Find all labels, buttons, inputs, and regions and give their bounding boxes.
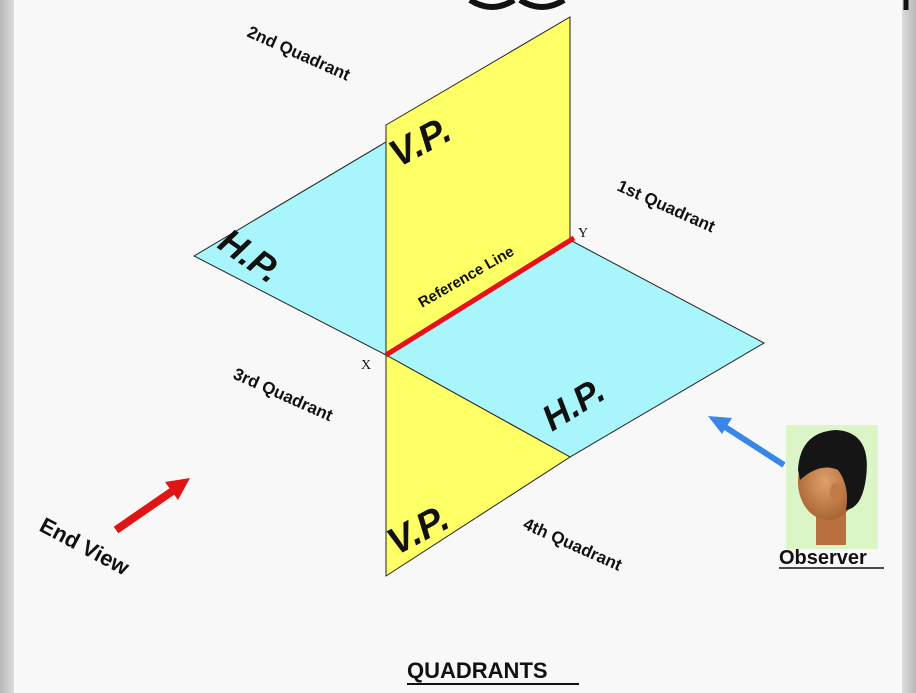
observer-label: Observer (779, 547, 867, 569)
observer-head-icon (786, 425, 878, 549)
diagram-title: QUADRANTS (407, 658, 548, 683)
point-y-label: Y (578, 226, 588, 241)
point-x-label: X (361, 358, 371, 373)
